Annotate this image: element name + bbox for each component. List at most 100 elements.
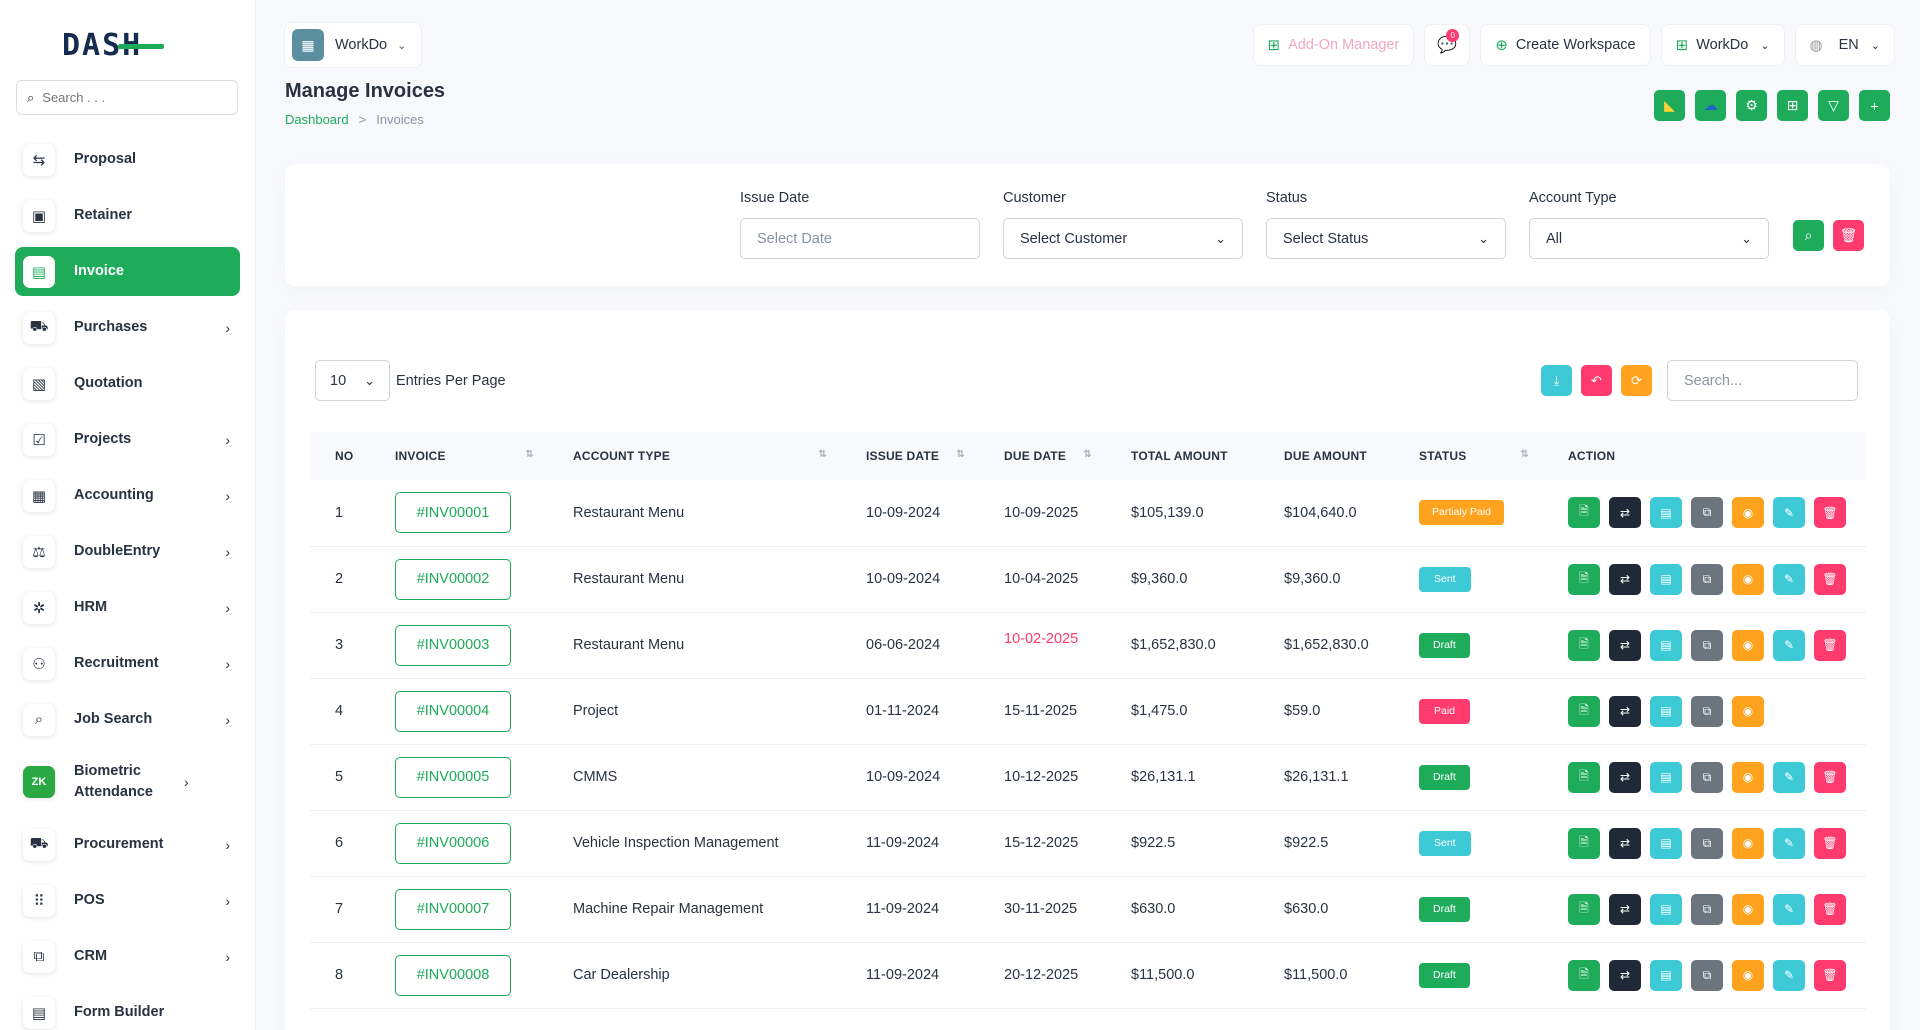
copy-button[interactable]: ⧉	[1691, 827, 1723, 859]
view-button[interactable]: ◉	[1732, 761, 1764, 793]
breadcrumb-dashboard[interactable]: Dashboard	[285, 112, 349, 127]
col-due-date[interactable]: Due Date ⇅	[979, 432, 1106, 480]
print-button[interactable]: ▤	[1650, 629, 1682, 661]
reload-button[interactable]: ⟳	[1621, 365, 1652, 396]
print-button[interactable]: ▤	[1650, 563, 1682, 595]
view-button[interactable]: ◉	[1732, 959, 1764, 991]
sidebar-item-purchases[interactable]: ⛟ Purchases ›	[15, 303, 240, 352]
invoice-link[interactable]: #INV00007	[395, 888, 511, 930]
edit-button[interactable]: ✎	[1773, 497, 1805, 529]
addon-manager-button[interactable]: ⊞ Add-On Manager	[1252, 24, 1415, 66]
table-search-input[interactable]: Search...	[1667, 360, 1858, 401]
duplicate-button[interactable]: ⇄	[1609, 959, 1641, 991]
copy-button[interactable]: ⧉	[1691, 563, 1723, 595]
copy-button[interactable]: ⧉	[1691, 959, 1723, 991]
col-no[interactable]: No	[310, 432, 370, 480]
copy-link-button[interactable]: 🗎	[1568, 827, 1600, 859]
account-type-select[interactable]: All ⌄	[1529, 218, 1769, 259]
invoice-link[interactable]: #INV00006	[395, 822, 511, 864]
sidebar-item-pos[interactable]: ⠿ POS ›	[15, 876, 240, 925]
print-button[interactable]: ▤	[1650, 761, 1682, 793]
sidebar-item-hrm[interactable]: ✲ HRM ›	[15, 583, 240, 632]
messages-button[interactable]: 💬 0	[1424, 24, 1471, 66]
copy-button[interactable]: ⧉	[1691, 761, 1723, 793]
edit-button[interactable]: ✎	[1773, 827, 1805, 859]
view-button[interactable]: ◉	[1732, 827, 1764, 859]
sidebar-item-quotation[interactable]: ▧ Quotation	[15, 359, 240, 408]
edit-button[interactable]: ✎	[1773, 959, 1805, 991]
sidebar-item-projects[interactable]: ☑ Projects ›	[15, 415, 240, 464]
print-button[interactable]: ▤	[1650, 827, 1682, 859]
duplicate-button[interactable]: ⇄	[1609, 695, 1641, 727]
export-button[interactable]: ⤓	[1541, 365, 1572, 396]
copy-link-button[interactable]: 🗎	[1568, 497, 1600, 529]
reset-filter-button[interactable]: 🗑	[1833, 220, 1864, 251]
reset-button[interactable]: ↶	[1581, 365, 1612, 396]
filter-button[interactable]: ▽	[1818, 90, 1849, 121]
sidebar-item-recruitment[interactable]: ⚇ Recruitment ›	[15, 639, 240, 688]
sidebar-item-invoice[interactable]: ▤ Invoice	[15, 247, 240, 296]
sidebar-item-proposal[interactable]: ⇆ Proposal	[15, 135, 240, 184]
copy-link-button[interactable]: 🗎	[1568, 959, 1600, 991]
create-workspace-button[interactable]: ⊕ Create Workspace	[1480, 24, 1651, 66]
sidebar-item-retainer[interactable]: ▣ Retainer	[15, 191, 240, 240]
sidebar-item-biometric-attendance[interactable]: ZK Biometric Attendance ›	[15, 751, 240, 813]
copy-link-button[interactable]: 🗎	[1568, 563, 1600, 595]
duplicate-button[interactable]: ⇄	[1609, 761, 1641, 793]
copy-button[interactable]: ⧉	[1691, 695, 1723, 727]
sidebar-item-crm[interactable]: ⧉ CRM ›	[15, 932, 240, 981]
delete-button[interactable]: 🗑	[1814, 761, 1846, 793]
delete-button[interactable]: 🗑	[1814, 827, 1846, 859]
edit-button[interactable]: ✎	[1773, 629, 1805, 661]
sidebar-search-input[interactable]	[42, 90, 223, 105]
view-button[interactable]: ◉	[1732, 695, 1764, 727]
sidebar-item-accounting[interactable]: ▦ Accounting ›	[15, 471, 240, 520]
copy-link-button[interactable]: 🗎	[1568, 629, 1600, 661]
settings-button[interactable]: ⚙	[1736, 90, 1767, 121]
onedrive-button[interactable]: ☁	[1695, 90, 1726, 121]
grid-view-button[interactable]: ⊞	[1777, 90, 1808, 121]
edit-button[interactable]: ✎	[1773, 761, 1805, 793]
customer-select[interactable]: Select Customer ⌄	[1003, 218, 1243, 259]
print-button[interactable]: ▤	[1650, 959, 1682, 991]
issue-date-input[interactable]: Select Date	[740, 218, 980, 259]
col-invoice[interactable]: Invoice ⇅	[370, 432, 548, 480]
print-button[interactable]: ▤	[1650, 497, 1682, 529]
view-button[interactable]: ◉	[1732, 563, 1764, 595]
col-account-type[interactable]: Account Type ⇅	[548, 432, 841, 480]
create-invoice-button[interactable]: +	[1859, 90, 1890, 121]
workspace-switch-button[interactable]: ⊞ WorkDo ⌄	[1660, 24, 1785, 66]
sidebar-item-job-search[interactable]: ⌕ Job Search ›	[15, 695, 240, 744]
view-button[interactable]: ◉	[1732, 629, 1764, 661]
workspace-selector[interactable]: ▦ WorkDo ⌄	[284, 22, 422, 68]
invoice-link[interactable]: #INV00005	[395, 756, 511, 798]
view-button[interactable]: ◉	[1732, 497, 1764, 529]
duplicate-button[interactable]: ⇄	[1609, 563, 1641, 595]
invoice-link[interactable]: #INV00008	[395, 954, 511, 996]
delete-button[interactable]: 🗑	[1814, 893, 1846, 925]
status-select[interactable]: Select Status ⌄	[1266, 218, 1506, 259]
language-selector[interactable]: ◍ EN ⌄	[1794, 24, 1895, 66]
google-drive-button[interactable]: ◣	[1654, 90, 1685, 121]
col-due-amount[interactable]: Due Amount	[1259, 432, 1394, 480]
edit-button[interactable]: ✎	[1773, 893, 1805, 925]
sidebar-item-doubleentry[interactable]: ⚖ DoubleEntry ›	[15, 527, 240, 576]
col-status[interactable]: Status ⇅	[1394, 432, 1543, 480]
duplicate-button[interactable]: ⇄	[1609, 629, 1641, 661]
invoice-link[interactable]: #INV00001	[395, 492, 511, 534]
copy-link-button[interactable]: 🗎	[1568, 893, 1600, 925]
delete-button[interactable]: 🗑	[1814, 563, 1846, 595]
duplicate-button[interactable]: ⇄	[1609, 893, 1641, 925]
copy-button[interactable]: ⧉	[1691, 893, 1723, 925]
duplicate-button[interactable]: ⇄	[1609, 497, 1641, 529]
print-button[interactable]: ▤	[1650, 695, 1682, 727]
copy-button[interactable]: ⧉	[1691, 497, 1723, 529]
edit-button[interactable]: ✎	[1773, 563, 1805, 595]
brand-logo[interactable]: DASH	[62, 28, 165, 63]
copy-link-button[interactable]: 🗎	[1568, 695, 1600, 727]
sidebar-item-form-builder[interactable]: ▤ Form Builder	[15, 988, 240, 1030]
entries-select[interactable]: 10 ⌄	[315, 360, 390, 401]
invoice-link[interactable]: #INV00002	[395, 558, 511, 600]
apply-filter-button[interactable]: ⌕	[1793, 220, 1824, 251]
delete-button[interactable]: 🗑	[1814, 959, 1846, 991]
